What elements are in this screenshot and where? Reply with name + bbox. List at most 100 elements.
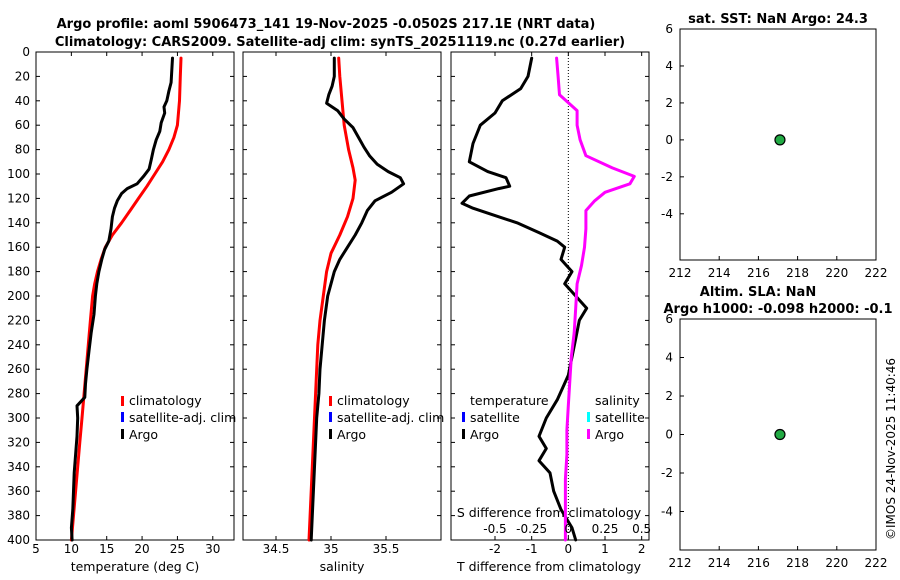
ytick-label: 4: [665, 351, 673, 365]
legend-label-argo: Argo: [129, 427, 158, 442]
ytick-label: 40: [15, 94, 30, 108]
xtick-label: 218: [786, 266, 809, 280]
xtick-label: 216: [747, 266, 770, 280]
legend-swatch-temp-argo: [462, 429, 465, 439]
s-diff-tick-label: -0.25: [516, 522, 547, 536]
legend-swatch-satellite-adj: [329, 412, 332, 422]
ytick-label: 100: [7, 167, 30, 181]
ytick-label: 240: [7, 338, 30, 352]
s-diff-tick-label: 0.5: [632, 522, 651, 536]
ytick-label: 4: [665, 59, 673, 73]
legend-label-temp-argo: Argo: [470, 427, 499, 442]
sla-panel: Altim. SLA: NaN Argo h1000: -0.098 h2000…: [661, 285, 892, 570]
legend-header-temperature: temperature: [470, 393, 549, 408]
legend-label-climatology: climatology: [129, 393, 202, 408]
temperature-axes-box: [35, 51, 235, 541]
series-line-climatology: [307, 56, 357, 542]
xtick-label: 35: [323, 542, 338, 556]
xtick-label: 220: [825, 266, 848, 280]
timestamp: ©IMOS 24-Nov-2025 11:40:46: [884, 358, 898, 540]
legend-swatch-argo: [121, 429, 124, 439]
ytick-label: 0: [665, 428, 673, 442]
s-diff-tick-label: 0: [565, 522, 573, 536]
xtick-label: 35.5: [373, 542, 400, 556]
ytick-label: 300: [7, 411, 30, 425]
ytick-label: 160: [7, 240, 30, 254]
xtick-label: 1: [601, 542, 609, 556]
xtick-label: 218: [786, 556, 809, 570]
xtick-label: 0: [565, 542, 573, 556]
difference-xlabel: T difference from climatology: [456, 559, 642, 574]
legend-swatch-temp-satellite: [462, 412, 465, 422]
sla-title-line-2: Argo h1000: -0.098 h2000: -0.1: [663, 302, 892, 317]
temperature-xlabel: temperature (deg C): [71, 559, 200, 574]
ytick-label: 2: [665, 389, 673, 403]
ytick-label: 60: [15, 118, 30, 132]
xtick-label: -2: [489, 542, 501, 556]
legend-label-sal-argo: Argo: [595, 427, 624, 442]
xtick-label: 20: [134, 542, 149, 556]
ytick-label: 200: [7, 289, 30, 303]
ytick-label: 380: [7, 509, 30, 523]
xtick-label: -1: [526, 542, 538, 556]
legend-swatch-climatology: [121, 396, 124, 406]
legend-label-climatology: climatology: [337, 393, 410, 408]
title-line-1: Argo profile: aoml 5906473_141 19-Nov-20…: [57, 17, 596, 32]
xtick-label: 222: [865, 556, 888, 570]
series-line-argo: [69, 56, 174, 542]
legend-swatch-sal-satellite: [587, 412, 590, 422]
sst-title: sat. SST: NaN Argo: 24.3: [688, 12, 868, 27]
temperature-legend: climatology satellite-adj. clim Argo: [121, 393, 236, 442]
ytick-label: -4: [661, 207, 673, 221]
ytick-label: 0: [22, 45, 30, 59]
xtick-label: 214: [708, 556, 731, 570]
xtick-label: 212: [669, 556, 692, 570]
sst-panel: sat. SST: NaN Argo: 24.3 212 214 216 218 220…: [661, 12, 887, 280]
s-diff-tick-label: -0.5: [483, 522, 506, 536]
s-diff-tick-label: 0.25: [592, 522, 619, 536]
ytick-label: 0: [665, 133, 673, 147]
ytick-label: 360: [7, 484, 30, 498]
title-line-2: Climatology: CARS2009. Satellite-adj cli…: [55, 35, 625, 50]
temperature-panel: 5 10 15 20 25 3002040608010012014016018020022…: [7, 45, 236, 574]
data-point: [774, 428, 786, 441]
ytick-label: 340: [7, 460, 30, 474]
legend-swatch-sal-argo: [587, 429, 590, 439]
sla-title-line-1: Altim. SLA: NaN: [700, 285, 816, 300]
xtick-label: 34.5: [263, 542, 290, 556]
xtick-label: 220: [825, 556, 848, 570]
difference-panel: -2 -1 0 1 2 T difference from climatology S …: [450, 51, 651, 574]
xtick-label: 214: [708, 266, 731, 280]
ytick-label: 140: [7, 216, 30, 230]
legend-swatch-satellite-adj: [121, 412, 124, 422]
ytick-label: 260: [7, 362, 30, 376]
xtick-label: 25: [170, 542, 185, 556]
xtick-label: 222: [865, 266, 888, 280]
xtick-label: 10: [64, 542, 79, 556]
xtick-label: 30: [205, 542, 220, 556]
ytick-label: 6: [665, 312, 673, 326]
series-line-argo: [309, 56, 406, 542]
salinity-xlabel: salinity: [320, 559, 365, 574]
series-line-temperature-argo: [460, 56, 589, 542]
s-difference-label: S difference from climatology: [457, 505, 642, 520]
series-line-salinity-argo: [555, 56, 636, 542]
difference-legend: temperature salinity satellite Argo sate…: [462, 393, 645, 442]
xtick-label: 2: [638, 542, 646, 556]
ytick-label: 120: [7, 191, 30, 205]
ytick-label: -2: [661, 170, 673, 184]
ytick-label: 6: [665, 22, 673, 36]
legend-label-satellite-adj: satellite-adj. clim: [129, 410, 236, 425]
salinity-legend: climatology satellite-adj. clim Argo: [329, 393, 444, 442]
data-point: [774, 134, 786, 146]
ytick-label: 400: [7, 533, 30, 547]
ytick-label: 80: [15, 143, 30, 157]
ytick-label: 180: [7, 265, 30, 279]
legend-label-satellite-adj: satellite-adj. clim: [337, 410, 444, 425]
ytick-label: 220: [7, 313, 30, 327]
ytick-label: 2: [665, 96, 673, 110]
ytick-label: -4: [661, 505, 673, 519]
sst-axes-box: [679, 28, 877, 261]
ytick-label: -2: [661, 466, 673, 480]
ytick-label: 320: [7, 435, 30, 449]
